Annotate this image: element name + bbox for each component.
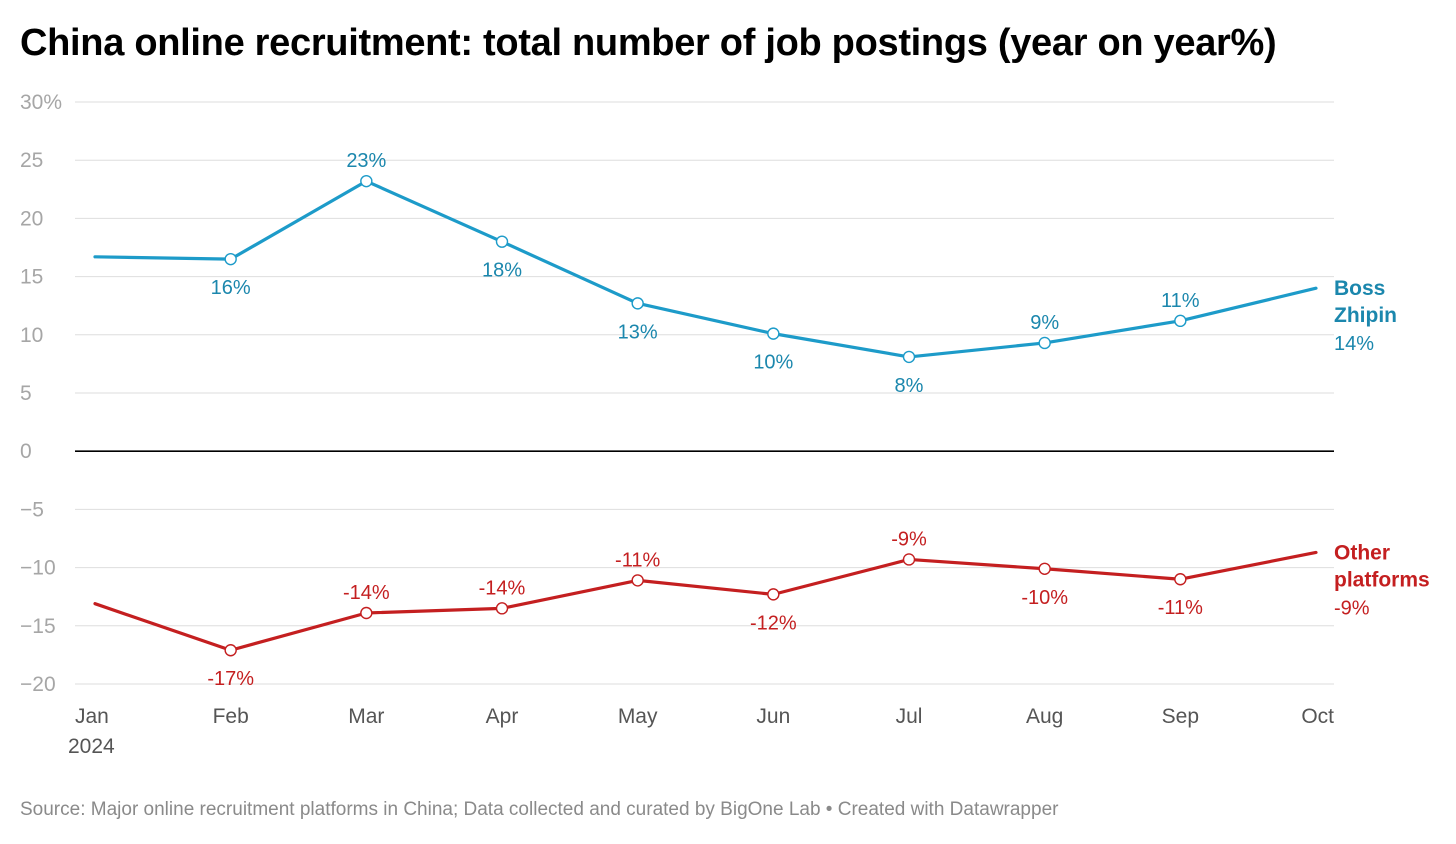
data-label: -12% bbox=[750, 612, 797, 634]
line-chart: 30% 25 20 15 10 5 0 −5 −10 −15 −20 Jan Feb Mar Apr May… bbox=[20, 91, 1430, 758]
data-label: 10% bbox=[753, 352, 793, 374]
y-axis-ticks: 30% 25 20 15 10 5 0 −5 −10 −15 −20 bbox=[20, 91, 62, 696]
data-point bbox=[495, 602, 509, 615]
data-point bbox=[1038, 336, 1051, 350]
data-label: 13% bbox=[618, 321, 658, 343]
x-tick-label: Sep bbox=[1162, 705, 1199, 728]
series-name-label: Other bbox=[1334, 541, 1390, 564]
data-point bbox=[767, 327, 780, 340]
data-point bbox=[902, 553, 916, 566]
y-tick-label: −20 bbox=[20, 673, 56, 696]
data-point bbox=[767, 588, 780, 601]
data-label: -11% bbox=[1158, 597, 1203, 619]
data-label: -11% bbox=[615, 549, 660, 571]
data-label: 16% bbox=[211, 277, 251, 299]
y-tick-label: 15 bbox=[20, 266, 43, 289]
y-tick-label: −15 bbox=[20, 615, 56, 638]
data-point bbox=[1174, 314, 1187, 328]
x-tick-label: Aug bbox=[1026, 705, 1063, 728]
data-label: 18% bbox=[482, 260, 522, 282]
series-line bbox=[93, 179, 1318, 359]
y-tick-label: 10 bbox=[20, 324, 43, 347]
data-label: 11% bbox=[1161, 290, 1200, 312]
series-end-value: -9% bbox=[1334, 597, 1370, 619]
data-point bbox=[902, 350, 916, 364]
x-tick-label: Apr bbox=[486, 705, 519, 728]
data-label: -10% bbox=[1021, 587, 1068, 609]
x-tick-label: Jul bbox=[896, 705, 923, 728]
data-label: 9% bbox=[1030, 312, 1059, 334]
y-tick-label: 5 bbox=[20, 382, 32, 405]
data-label: 23% bbox=[346, 150, 386, 172]
series-end-value: 14% bbox=[1334, 333, 1374, 355]
data-point bbox=[360, 174, 373, 188]
series-name-label: Zhipin bbox=[1334, 304, 1397, 327]
y-tick-label: −10 bbox=[20, 557, 56, 580]
data-label: -14% bbox=[479, 577, 526, 599]
x-tick-label: Oct bbox=[1301, 705, 1334, 728]
data-point bbox=[631, 297, 644, 310]
x-tick-label: May bbox=[618, 705, 658, 728]
x-year-label: 2024 bbox=[68, 735, 115, 758]
data-point bbox=[224, 644, 237, 657]
y-tick-label: 25 bbox=[20, 149, 43, 172]
y-tick-label: 30% bbox=[20, 91, 62, 114]
x-tick-label: Jun bbox=[756, 705, 790, 728]
series-name-label: Boss bbox=[1334, 277, 1385, 300]
x-tick-label: Mar bbox=[348, 705, 384, 728]
x-tick-label: Jan bbox=[75, 705, 109, 728]
data-label: -17% bbox=[207, 668, 254, 690]
series-name-label: platforms bbox=[1334, 568, 1430, 591]
data-point bbox=[495, 235, 509, 248]
y-tick-label: 0 bbox=[20, 440, 32, 463]
data-point bbox=[1038, 562, 1051, 575]
x-axis-ticks: Jan Feb Mar Apr May Jun Jul Aug Sep Oct 2024 bbox=[68, 705, 1334, 758]
data-point bbox=[631, 574, 644, 587]
data-label: -9% bbox=[891, 528, 927, 550]
data-point bbox=[224, 252, 237, 266]
data-point bbox=[1174, 573, 1187, 586]
data-label: 8% bbox=[895, 375, 924, 397]
series-lines bbox=[93, 174, 1318, 657]
x-tick-label: Feb bbox=[213, 705, 249, 728]
chart-title: China online recruitment: total number o… bbox=[20, 22, 1277, 64]
source-footer: Source: Major online recruitment platfor… bbox=[20, 799, 1059, 820]
data-label: -14% bbox=[343, 582, 390, 604]
data-labels: 16% 23% 18% 13% 10% 8% 9% 11% Boss Zhipin 14% -17% -… bbox=[207, 150, 1429, 690]
y-tick-label: 20 bbox=[20, 207, 43, 230]
data-point bbox=[360, 606, 373, 620]
series-line bbox=[93, 550, 1318, 652]
y-tick-label: −5 bbox=[20, 498, 44, 521]
grid-lines bbox=[75, 101, 1334, 685]
